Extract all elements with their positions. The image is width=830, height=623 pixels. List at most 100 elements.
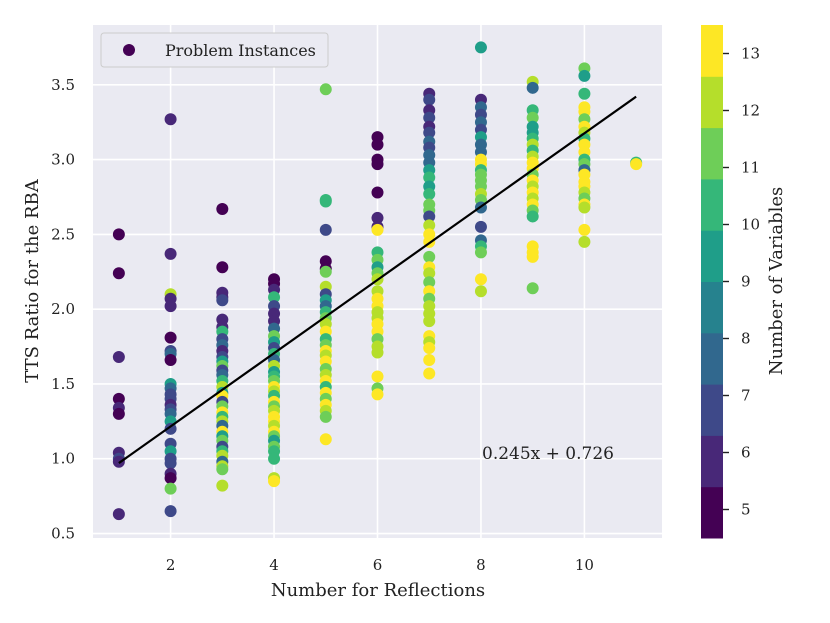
data-point [423,367,436,380]
data-point [164,482,177,495]
data-point [423,171,436,184]
data-point [164,457,177,470]
colorbar-tick-label: 6 [741,444,751,462]
data-point [630,158,643,171]
x-tick-label: 10 [575,556,594,574]
y-tick-label: 2.0 [51,300,75,318]
data-point [268,475,281,488]
data-point [319,195,332,208]
colorbar-segment [701,486,723,539]
colorbar-segment [701,76,723,129]
data-point [423,267,436,280]
data-point [423,315,436,328]
colorbar-segment [701,435,723,488]
colorbar [701,25,723,539]
data-point [423,210,436,223]
data-point [319,83,332,96]
y-tick-label: 1.0 [51,450,75,468]
legend-marker [123,44,135,56]
data-point [371,388,384,401]
data-point [216,479,229,492]
data-point [164,505,177,518]
data-point [423,219,436,232]
colorbar-segment [701,332,723,385]
data-point [474,41,487,54]
data-point [164,472,177,485]
data-point [164,331,177,344]
y-axis-ticks: 0.5 1.0 1.5 2.0 2.5 3.0 3.5 [51,76,75,543]
legend-label: Problem Instances [165,41,316,60]
colorbar-tick-label: 7 [741,387,751,405]
y-tick-label: 3.5 [51,76,75,94]
data-point [319,223,332,236]
data-points [112,41,643,521]
data-point [423,188,436,201]
data-point [526,282,539,295]
colorbar-ticks: 5 6 7 8 9 10 11 12 13 [723,45,760,519]
y-tick-label: 2.5 [51,225,75,243]
legend-box [100,32,329,68]
colorbar-segment [701,384,723,436]
data-point [423,276,436,289]
data-point [371,370,384,383]
data-point [423,342,436,355]
data-point [112,407,125,420]
data-point [371,223,384,236]
data-point [112,351,125,364]
fit-equation-annotation: 0.245x + 0.726 [482,444,614,464]
y-tick-label: 3.0 [51,151,75,169]
colorbar-segment [701,281,723,334]
colorbar-tick-label: 12 [741,102,760,120]
y-tick-label: 1.5 [51,375,75,393]
data-point [371,211,384,224]
colorbar-tick-label: 10 [741,216,760,234]
data-point [423,250,436,263]
data-point [164,247,177,260]
data-point [216,261,229,274]
data-point [371,186,384,199]
data-point [423,93,436,106]
colorbar-tick-label: 5 [741,501,751,519]
colorbar-tick-label: 8 [741,330,751,348]
data-point [319,410,332,423]
data-point [268,452,281,465]
y-axis-label: TTS Ratio for the RBA [22,178,43,382]
data-point [578,223,591,236]
data-point [526,111,539,124]
data-point [423,111,436,124]
colorbar-label: Number of Variables [766,187,787,375]
data-point [216,294,229,307]
data-point [371,138,384,151]
data-point [526,210,539,223]
data-point [164,113,177,126]
legend: Problem Instances [100,32,329,68]
regression-line [118,95,637,464]
data-point [112,392,125,405]
x-tick-label: 8 [476,556,486,574]
data-point [112,508,125,521]
data-point [578,235,591,248]
data-point [216,463,229,476]
data-point [578,69,591,82]
x-tick-label: 2 [166,556,176,574]
data-point [474,220,487,233]
data-point [474,246,487,259]
data-point [371,346,384,359]
x-tick-label: 6 [373,556,383,574]
colorbar-tick-label: 13 [741,45,760,63]
data-point [112,228,125,241]
data-point [319,265,332,278]
data-point [474,285,487,298]
colorbar-segment [701,127,723,180]
x-axis-ticks: 2 4 6 8 10 [166,556,594,574]
colorbar-tick-label: 11 [741,159,760,177]
data-point [112,267,125,280]
colorbar-segment [701,178,723,231]
x-axis-label: Number for Reflections [271,580,485,601]
data-point [423,126,436,139]
y-tick-label: 0.5 [51,525,75,543]
data-point [164,354,177,367]
data-point [319,433,332,446]
data-point [526,250,539,263]
